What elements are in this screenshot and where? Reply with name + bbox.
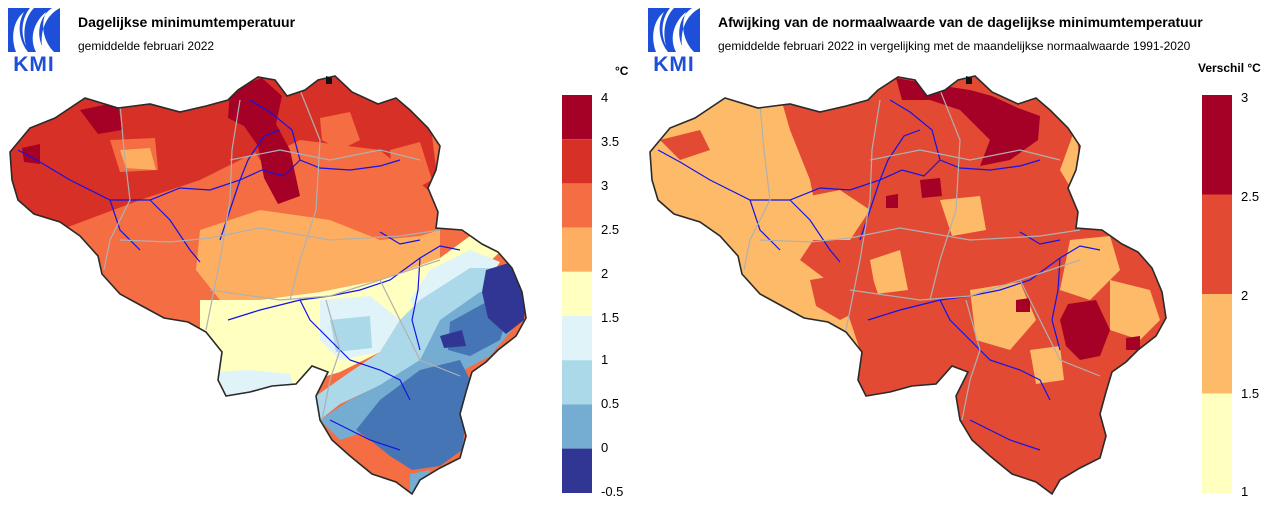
legend-class-2-2.5	[562, 227, 592, 272]
belgium-anomaly-map	[649, 75, 1167, 495]
legend-tick-neg0.5: -0.5	[601, 484, 624, 499]
legend-tick-3.5: 3.5	[601, 134, 620, 149]
legend-tick-3: 3	[601, 178, 609, 193]
kmi-logo: KMI	[646, 6, 702, 76]
legend-class-3-3.5	[562, 139, 592, 184]
legend-tick-1: 1	[1241, 484, 1249, 499]
legend-unit-label: °C	[615, 64, 629, 78]
map-subtitle: gemiddelde februari 2022	[78, 39, 215, 53]
kmi-logo-icon	[648, 8, 700, 52]
legend-tick-0: 0	[601, 440, 609, 455]
kmi-logo: KMI	[6, 6, 62, 76]
legend-tick-2: 2	[1241, 288, 1249, 303]
legend-tick-2.5: 2.5	[601, 222, 620, 237]
kmi-logo-icon	[8, 8, 60, 52]
legend-unit-label: Verschil °C	[1198, 61, 1261, 75]
legend-tick-2.5: 2.5	[1241, 189, 1260, 204]
map-subtitle: gemiddelde februari 2022 in vergelijking…	[718, 39, 1191, 53]
legend-class-2.5-3	[1202, 95, 1232, 195]
legend-tick-1: 1	[601, 352, 609, 367]
temperature-legend-bar	[562, 95, 592, 493]
legend-class-1.5-2	[1202, 294, 1232, 394]
map-title: Dagelijkse minimumtemperatuur	[78, 14, 296, 30]
legend-class-0.5-1	[562, 360, 592, 405]
legend-class-1-1.5	[1202, 393, 1232, 493]
legend-tick-3: 3	[1241, 90, 1249, 105]
legend-tick-2: 2	[601, 266, 609, 281]
legend-class-1.5-2	[562, 271, 592, 316]
legend-class-2.5-3	[562, 183, 592, 228]
kmi-logo-text: KMI	[13, 53, 55, 76]
map-title: Afwijking van de normaalwaarde van de da…	[718, 14, 1203, 30]
legend-tick-4: 4	[601, 90, 609, 105]
legend-tick-1.5: 1.5	[601, 310, 620, 325]
kmi-logo-text: KMI	[653, 53, 695, 76]
legend-tick-1.5: 1.5	[1241, 386, 1260, 401]
min-temp-panel: KMI Dagelijkse minimumtemperatuur gemidd…	[6, 6, 629, 499]
legend-class-3.5-4	[562, 95, 592, 140]
legend-class-neg0.5-0	[562, 448, 592, 493]
anomaly-legend-bar	[1202, 95, 1232, 493]
legend-class-1-1.5	[562, 316, 592, 361]
legend-class-0-0.5	[562, 404, 592, 449]
min-temp-anomaly-panel: KMI Afwijking van de normaalwaarde van d…	[640, 0, 1280, 507]
belgium-min-temp-map	[9, 75, 527, 495]
legend-tick-0.5: 0.5	[601, 396, 620, 411]
legend-class-2-2.5	[1202, 194, 1232, 294]
